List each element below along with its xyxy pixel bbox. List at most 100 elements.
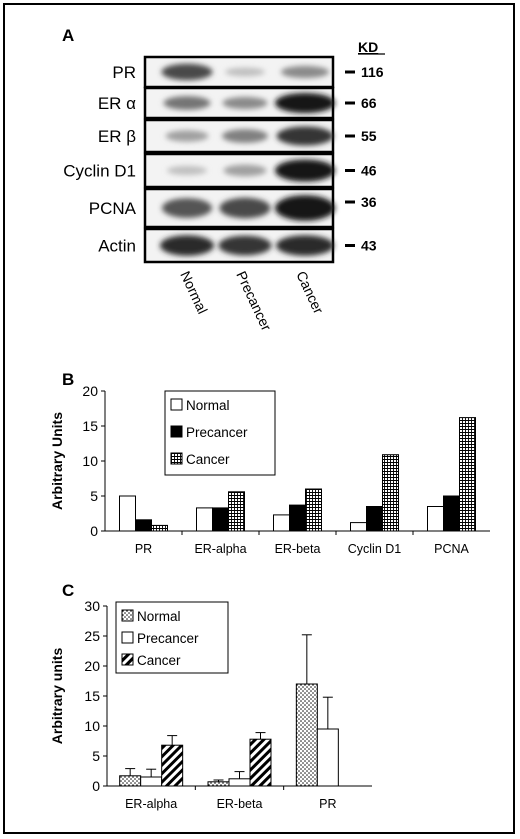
- protein-label: Cyclin D1: [63, 162, 136, 181]
- protein-label: ER β: [98, 127, 136, 146]
- blot-band: [276, 126, 334, 146]
- legend-box: [164, 390, 276, 476]
- y-tick-label: 5: [92, 748, 100, 764]
- bar: [196, 507, 213, 532]
- kd-value: 46: [361, 163, 377, 179]
- y-axis-label: Arbitrary units: [49, 648, 65, 745]
- kd-value: 43: [361, 238, 377, 254]
- blot-band: [218, 235, 272, 256]
- bar: [305, 488, 322, 532]
- bar: [161, 744, 184, 787]
- protein-label: ER α: [98, 94, 136, 113]
- blot-band: [163, 96, 211, 110]
- blot-row: PCNA 36: [89, 187, 377, 229]
- blot-band: [280, 65, 330, 79]
- legend-label: Precancer: [137, 631, 199, 646]
- blot-band: [221, 129, 269, 143]
- y-tick-label: 5: [90, 488, 98, 504]
- protein-label: Actin: [98, 237, 136, 256]
- y-tick-label: 20: [82, 383, 98, 399]
- bar: [135, 519, 152, 532]
- bar: [295, 683, 318, 787]
- kd-value: 116: [361, 64, 384, 80]
- y-tick-label: 0: [90, 523, 98, 539]
- blot-band: [161, 63, 213, 81]
- panel-b: B Arbitrary Units 0 5 10 15 20 PR ER-alpha ER-be…: [49, 370, 490, 556]
- legend-swatch: [121, 653, 134, 666]
- blot-band: [276, 235, 334, 256]
- y-tick-label: 0: [92, 778, 100, 794]
- y-tick-label: 15: [84, 688, 100, 704]
- bar: [366, 506, 383, 532]
- kd-value: 55: [361, 128, 377, 144]
- x-tick-label: ER-alpha: [194, 542, 246, 556]
- panel-b-letter: B: [62, 370, 74, 389]
- y-tick-label: 10: [82, 453, 98, 469]
- bar: [228, 491, 245, 532]
- bar: [350, 522, 367, 532]
- x-tick-label: ER-alpha: [125, 797, 177, 811]
- blot-band: [161, 198, 213, 218]
- legend-swatch: [121, 609, 134, 622]
- blot-band: [166, 165, 208, 176]
- bar: [443, 495, 460, 532]
- blot-row: ER α 66: [98, 86, 377, 120]
- blot-band: [275, 159, 335, 182]
- blot-band: [165, 130, 209, 142]
- y-tick-label: 30: [84, 598, 100, 614]
- bar: [228, 778, 251, 787]
- x-tick-label: ER-beta: [275, 542, 321, 556]
- protein-label: PCNA: [89, 199, 137, 218]
- blot-band: [219, 197, 271, 219]
- blot-band: [223, 164, 267, 177]
- kd-value: 66: [361, 95, 377, 111]
- lane-label: Precancer: [233, 269, 275, 334]
- bar: [427, 506, 444, 532]
- protein-label: PR: [112, 63, 136, 82]
- x-tick-label: PR: [319, 797, 336, 811]
- blot-band: [159, 235, 215, 256]
- legend-label: Precancer: [186, 425, 248, 440]
- x-tick-label: Cyclin D1: [348, 542, 402, 556]
- bar: [273, 514, 290, 532]
- legend-swatch: [121, 631, 134, 644]
- y-tick-label: 10: [84, 718, 100, 734]
- legend-swatch: [170, 398, 183, 411]
- panel-c-letter: C: [62, 581, 74, 600]
- y-tick-label: 25: [84, 628, 100, 644]
- legend: Normal Precancer Cancer: [115, 601, 229, 674]
- blot-band: [222, 96, 268, 110]
- bar: [289, 504, 306, 532]
- blot-band: [224, 67, 266, 77]
- bar: [459, 417, 476, 532]
- blot-row: Actin 43: [98, 227, 377, 264]
- bar: [119, 495, 136, 532]
- bar: [212, 507, 229, 532]
- blot-band: [275, 195, 335, 221]
- legend-swatch: [170, 425, 183, 438]
- blot-row: ER β 55: [98, 118, 377, 154]
- bar: [151, 524, 168, 532]
- panel-a-letter: A: [62, 26, 74, 45]
- legend-box: [115, 601, 229, 674]
- kd-value: 36: [361, 194, 377, 210]
- legend-label: Cancer: [137, 653, 181, 668]
- legend-label: Normal: [186, 398, 230, 413]
- bar: [207, 781, 230, 787]
- legend: Normal Precancer Cancer: [164, 390, 276, 476]
- panel-a: A KD PR 116 ER α 66 ER β 55 Cyclin D1 46 PCNA 36 A…: [62, 26, 385, 333]
- lane-label: Cancer: [293, 269, 327, 317]
- bar: [140, 776, 163, 787]
- kd-header: KD: [358, 39, 378, 55]
- bar: [382, 454, 399, 532]
- y-axis-label: Arbitrary Units: [49, 412, 65, 510]
- legend-swatch: [170, 452, 183, 465]
- x-tick-label: ER-beta: [217, 797, 263, 811]
- x-tick-label: PR: [135, 542, 152, 556]
- y-tick-label: 15: [82, 418, 98, 434]
- legend-label: Cancer: [186, 452, 230, 467]
- blot-row: PR 116: [112, 55, 384, 89]
- y-tick-label: 20: [84, 658, 100, 674]
